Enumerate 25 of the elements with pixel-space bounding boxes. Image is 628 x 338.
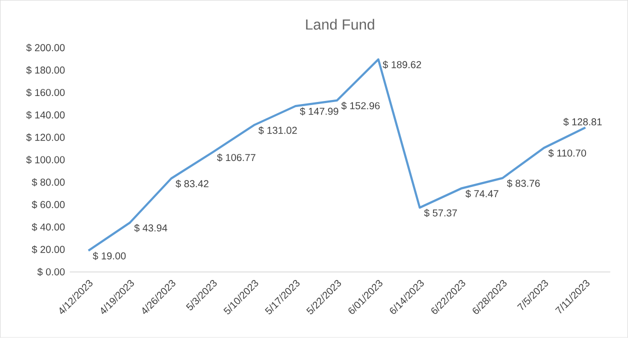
data-label: $ 74.47 xyxy=(466,190,498,198)
y-tick-label: $ 80.00 xyxy=(32,178,65,186)
data-label: $ 106.77 xyxy=(217,154,256,162)
y-tick-label: $ 140.00 xyxy=(26,111,65,120)
data-label: $ 110.70 xyxy=(548,149,586,158)
data-label: $ 131.02 xyxy=(258,126,297,135)
data-label: $ 152.96 xyxy=(341,102,380,110)
y-tick-label: $ 20.00 xyxy=(32,246,65,254)
data-label: $ 57.37 xyxy=(424,209,457,218)
y-tick-label: $ 120.00 xyxy=(26,134,65,142)
data-label: $ 128.81 xyxy=(563,118,602,126)
y-tick-label: $ 60.00 xyxy=(32,200,65,209)
data-label: $ 83.42 xyxy=(176,180,208,188)
chart-title: Land Fund xyxy=(306,19,374,30)
data-label: $ 147.99 xyxy=(300,107,338,116)
data-label: $ 83.76 xyxy=(506,179,540,188)
y-tick-label: $ 0.00 xyxy=(37,268,65,276)
data-label: $ 43.94 xyxy=(134,224,168,232)
y-tick-label: $ 100.00 xyxy=(26,156,65,164)
y-tick-label: $ 40.00 xyxy=(32,223,65,232)
y-tick-label: $ 160.00 xyxy=(26,88,65,97)
y-tick-label: $ 180.00 xyxy=(26,66,65,74)
data-label: $ 19.00 xyxy=(92,252,126,260)
y-tick-label: $ 200.00 xyxy=(26,44,65,52)
data-label: $ 189.62 xyxy=(382,60,422,69)
